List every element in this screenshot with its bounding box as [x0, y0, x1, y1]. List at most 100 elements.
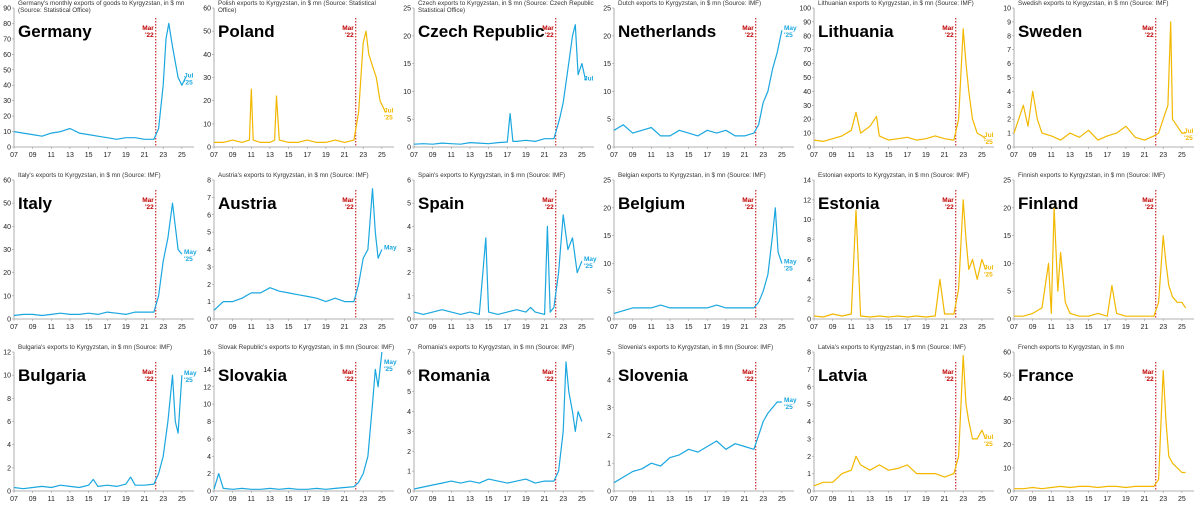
y-tick-label: 6: [7, 419, 11, 426]
chart-subtitle: Germany's monthly exports of goods to Ky…: [18, 0, 185, 15]
chart-title: Czech Republic: [418, 22, 545, 41]
chart-svg: 0 5 10 15 20 25 07 09 11 13 15 17 19 21 23 25 Mar'22 May'…: [603, 6, 797, 160]
y-tick-label: 0: [7, 145, 11, 152]
x-tick-label: 19: [1122, 152, 1130, 159]
x-tick-label: 19: [522, 496, 530, 503]
x-tick-label: 21: [1141, 496, 1149, 503]
chart-subtitle: Swedish exports to Kyrgyzstan, in $ mn (…: [1018, 0, 1169, 7]
marker-label-year: '22: [345, 376, 354, 383]
x-tick-label: 09: [1029, 152, 1037, 159]
y-tick-label: 8: [7, 396, 11, 403]
x-tick-label: 09: [629, 496, 637, 503]
chart-svg: 0 2 4 6 8 10 12 14 07 09 11 13 15 17 19 21 23 25 Mar'22 Jul…: [803, 178, 994, 331]
end-label-month: May: [384, 245, 397, 252]
x-tick-label: 25: [778, 324, 786, 331]
y-tick-label: 20: [1003, 442, 1011, 449]
x-tick-label: 13: [266, 152, 274, 159]
marker-label-year: '22: [145, 376, 154, 383]
x-tick-label: 13: [266, 324, 274, 331]
y-tick-label: 6: [807, 257, 811, 264]
chart-panel-sweden: 0 1 2 3 4 5 6 7 8 9 10 07 09 11 13 15 17 19 21 23 25 Mar '22 Ju…: [1000, 0, 1200, 172]
x-tick-label: 19: [722, 152, 730, 159]
x-tick-label: 21: [1141, 324, 1149, 331]
x-tick-label: 17: [303, 496, 311, 503]
chart-title: Romania: [418, 366, 490, 385]
y-tick-label: 3: [407, 247, 411, 254]
series-line: [413, 214, 583, 315]
series-line: [13, 22, 187, 140]
x-tick-label: 09: [429, 496, 437, 503]
x-tick-label: 11: [648, 152, 655, 159]
y-tick-label: 25: [603, 6, 611, 13]
y-tick-label: 3: [207, 264, 211, 271]
y-tick-label: 1: [407, 469, 411, 476]
y-tick-label: 0: [7, 489, 11, 496]
x-tick-label: 15: [485, 152, 493, 159]
x-tick-label: 15: [85, 496, 93, 503]
x-tick-label: 21: [541, 324, 549, 331]
y-tick-label: 10: [1003, 465, 1011, 472]
chart-title: Slovenia: [618, 366, 688, 385]
chart-title: Sweden: [1018, 22, 1083, 41]
y-tick-label: 20: [803, 117, 811, 124]
x-tick-label: 21: [341, 152, 349, 159]
y-tick-label: 80: [803, 33, 811, 40]
x-tick-label: 09: [29, 324, 37, 331]
x-tick-label: 07: [210, 496, 218, 503]
y-tick-label: 10: [3, 129, 11, 136]
y-tick-label: 0: [207, 145, 211, 152]
marker-label-year: '22: [1145, 32, 1154, 39]
chart-panel-czech-republic: 0 5 10 15 20 25 07 09 11 13 15 17 19 21 23 25 Mar '22 Jul C…: [400, 0, 600, 172]
x-tick-label: 15: [85, 152, 93, 159]
x-tick-label: 21: [741, 152, 749, 159]
y-tick-label: 7: [407, 350, 411, 357]
chart-subtitle: Dutch exports to Kyrgyzstan, in $ mn (So…: [618, 0, 762, 7]
y-tick-label: 5: [407, 201, 411, 208]
y-tick-label: 30: [3, 247, 11, 254]
x-tick-label: 17: [503, 496, 511, 503]
y-tick-label: 1: [807, 471, 811, 478]
x-tick-label: 25: [778, 496, 786, 503]
x-tick-label: 07: [210, 324, 218, 331]
x-tick-label: 13: [266, 496, 274, 503]
y-tick-label: 50: [803, 75, 811, 82]
chart-panel-germany: 0 10 20 30 40 50 60 70 80 90 07 09 11 13 15 17 19 21 23 25 M…: [0, 0, 200, 172]
x-tick-label: 23: [1159, 324, 1167, 331]
y-tick-label: 10: [603, 261, 611, 268]
end-label-year: '25: [384, 366, 393, 373]
x-tick-label: 17: [1103, 496, 1111, 503]
x-tick-label: 19: [1122, 324, 1130, 331]
y-tick-label: 7: [807, 367, 811, 374]
y-tick-label: 6: [207, 436, 211, 443]
end-label-year: '25: [584, 263, 593, 270]
x-tick-label: 11: [448, 324, 455, 331]
y-tick-label: 0: [207, 489, 211, 496]
x-tick-label: 17: [903, 496, 911, 503]
chart-panel-bulgaria: 0 2 4 6 8 10 12 07 09 11 13 15 17 19 21 23 25 Mar '22 May '2…: [0, 344, 200, 516]
y-tick-label: 14: [803, 178, 811, 185]
x-tick-label: 07: [410, 496, 418, 503]
y-tick-label: 10: [3, 293, 11, 300]
y-tick-label: 40: [803, 89, 811, 96]
chart-subtitle: Slovenia's exports to Kyrgyzstan, in $ m…: [618, 344, 774, 351]
y-tick-label: 5: [1007, 75, 1011, 82]
y-tick-label: 5: [407, 117, 411, 124]
x-tick-label: 09: [829, 496, 837, 503]
x-tick-label: 23: [1159, 152, 1167, 159]
x-tick-label: 13: [66, 324, 74, 331]
chart-subtitle: Spain's exports to Kyrgyzstan, in $ mn (…: [418, 172, 566, 179]
x-tick-label: 17: [703, 496, 711, 503]
y-tick-label: 0: [607, 317, 611, 324]
x-tick-label: 21: [141, 152, 149, 159]
x-tick-label: 19: [1122, 496, 1130, 503]
y-tick-label: 70: [3, 36, 11, 43]
chart-svg: 0 10 20 30 40 50 60 07 09 11 13 15 17 19 21 23 25 Mar'22 J…: [203, 6, 394, 159]
chart-title: Lithuania: [818, 22, 894, 41]
y-tick-label: 15: [1003, 233, 1011, 240]
y-tick-label: 20: [603, 205, 611, 212]
y-tick-label: 0: [407, 145, 411, 152]
x-tick-label: 15: [685, 324, 693, 331]
chart-svg: 0 10 20 30 40 50 60 07 09 11 13 15 17 19 21 23 25 Mar'22: [1003, 350, 1194, 503]
end-label-year: '25: [984, 441, 993, 448]
